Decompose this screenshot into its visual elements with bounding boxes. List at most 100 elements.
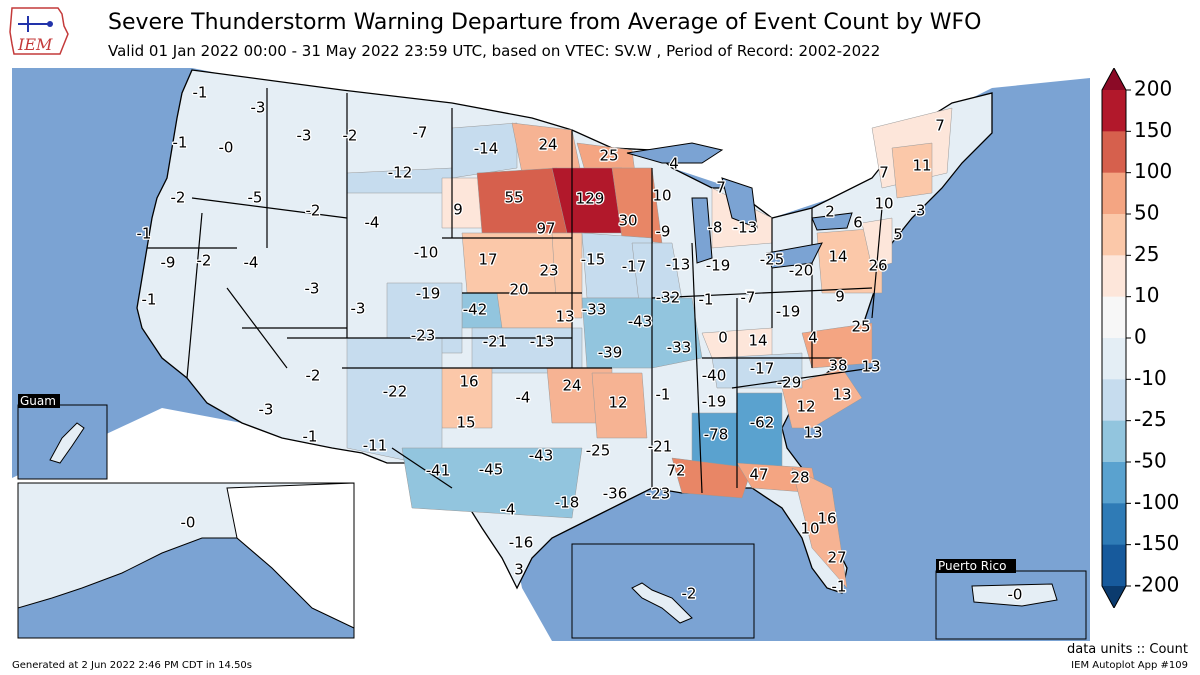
wfo-value: -29 [777,374,802,392]
puerto-rico-inset: Puerto Rico [935,559,1087,640]
wfo-value: -2 [306,367,321,385]
wfo-value: 11 [912,157,931,175]
data-units: data units :: Count [1066,642,1188,657]
wfo-value: 97 [536,220,555,238]
wfo-value: -13 [530,333,555,351]
wfo-value: 9 [453,201,463,219]
colorbar-tick-label: 200 [1134,77,1172,101]
alaska-inset [17,482,355,639]
wfo-value: 9 [835,288,845,306]
wfo-value: 7 [716,179,726,197]
wfo-value: -42 [463,301,488,319]
colorbar-segment [1102,296,1126,339]
wfo-value: 38 [828,357,847,375]
wfo-value: -25 [586,442,611,460]
wfo-value: 30 [618,212,637,230]
wfo-value: -20 [789,262,814,280]
wfo-value: -43 [628,313,653,331]
colorbar-segment [1102,172,1126,215]
wfo-value: -1 [699,291,714,309]
wfo-value: 14 [748,332,767,350]
svg-text:Guam: Guam [20,394,56,408]
wfo-value: -33 [582,301,607,319]
colorbar-tick-label: -100 [1134,490,1179,514]
canada-land [192,68,1090,218]
wfo-value: -39 [598,344,623,362]
colorbar-segment [1102,255,1126,298]
wfo-value: -9 [656,223,671,241]
wfo-value: 2 [825,203,835,221]
wfo-value: 72 [666,462,685,480]
wfo-value: -7 [413,124,428,142]
wfo-value: -1 [137,225,152,243]
wfo-value: 13 [803,424,822,442]
svg-text:Puerto Rico: Puerto Rico [938,559,1006,573]
colorbar-segment [1102,131,1126,174]
state-lines [147,88,883,494]
wfo-value: -13 [733,219,758,237]
wfo-value: 24 [562,377,581,395]
colorbar-segment [1102,420,1126,463]
wfo-value: -1 [173,134,188,152]
wfo-value: -40 [702,367,727,385]
wfo-value: -78 [704,426,729,444]
wfo-value: 3 [514,561,524,579]
wfo-value: 16 [459,373,478,391]
wfo-value: -7 [741,289,756,307]
wfo-value: -1 [699,291,714,309]
wfo-value: -17 [622,258,647,276]
wfo-value: -9 [161,254,176,272]
wfo-value: 20 [509,281,528,299]
wfo-value: -19 [706,257,731,275]
colorbar-tick-label: 10 [1134,283,1159,307]
wfo-value: -0 [181,514,196,532]
wfo-value: 25 [851,318,870,336]
wfo-value: -33 [667,339,692,357]
wfo-value: 28 [790,469,809,487]
wfo-value: -2 [197,252,212,270]
colorbar-tick-label: -150 [1134,531,1179,555]
colorbar-segment [1102,379,1126,422]
wfo-value: -14 [474,140,499,158]
wfo-value: -3 [911,202,926,220]
wfo-value: 13 [555,308,574,326]
wfo-value: -1 [142,291,157,309]
wfo-value: -16 [509,534,534,552]
wfo-value: -18 [555,494,580,512]
great-lakes [626,142,853,269]
wfo-value: 7 [879,164,889,182]
wfo-value: -41 [426,462,451,480]
wfo-value: 27 [827,549,846,567]
wfo-value: 26 [868,257,887,275]
colorbar-tick-label: 50 [1134,201,1159,225]
colorbar-segment [1102,544,1126,587]
wfo-value: 129 [576,190,605,208]
wfo-value: -13 [666,256,691,274]
wfo-value: -11 [363,437,388,455]
wfo-value: -4 [501,501,516,519]
wfo-value: -43 [529,447,554,465]
colorbar-extend-top [1102,68,1126,90]
colorbar-extend-bottom [1102,586,1126,608]
wfo-value: -23 [411,327,436,345]
wfo-value: -32 [656,289,681,307]
wfo-value: -3 [351,300,366,318]
wfo-value: -5 [248,189,263,207]
wfo-value: -2 [171,189,186,207]
wfo-shading [346,107,953,589]
colorbar-segment [1102,90,1126,132]
wfo-value: 10 [800,520,819,538]
colorbar-tick-label: 0 [1134,325,1147,349]
wfo-value: -19 [702,393,727,411]
wfo-value: -0 [219,139,234,157]
colorbar-tick-label: 25 [1134,242,1159,266]
wfo-value: -0 [1008,586,1023,604]
guam-inset: Guam [17,394,108,480]
wfo-value: 0 [718,329,728,347]
colorbar-segment [1102,214,1126,256]
wfo-value: -36 [603,485,628,503]
app-id: IEM Autoplot App #109 [1071,660,1188,671]
wfo-value: 6 [853,214,863,232]
wfo-value: 13 [861,358,880,376]
wfo-value: -7 [740,288,755,306]
